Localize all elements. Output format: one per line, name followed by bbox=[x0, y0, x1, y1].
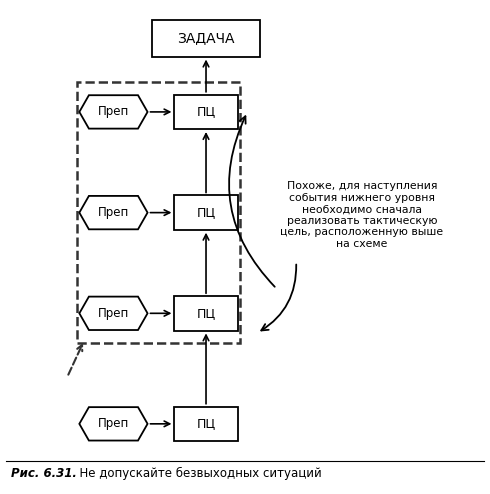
Text: ПЦ: ПЦ bbox=[196, 307, 216, 320]
Text: Не допускайте безвыходных ситуаций: Не допускайте безвыходных ситуаций bbox=[72, 467, 322, 480]
Text: ПЦ: ПЦ bbox=[196, 206, 216, 219]
Text: ЗАДАЧА: ЗАДАЧА bbox=[177, 31, 235, 45]
Polygon shape bbox=[79, 407, 147, 441]
Text: Рис. 6.31.: Рис. 6.31. bbox=[11, 467, 77, 480]
Text: Преп: Преп bbox=[98, 417, 129, 430]
FancyBboxPatch shape bbox=[174, 407, 238, 441]
Text: Похоже, для наступления
события нижнего уровня
необходимо сначала
реализовать та: Похоже, для наступления события нижнего … bbox=[280, 181, 443, 249]
FancyBboxPatch shape bbox=[174, 196, 238, 230]
Text: Преп: Преп bbox=[98, 206, 129, 219]
Polygon shape bbox=[79, 296, 147, 330]
FancyBboxPatch shape bbox=[174, 95, 238, 129]
FancyBboxPatch shape bbox=[152, 20, 260, 57]
Text: Преп: Преп bbox=[98, 105, 129, 119]
Polygon shape bbox=[79, 196, 147, 229]
Text: ПЦ: ПЦ bbox=[196, 417, 216, 430]
FancyBboxPatch shape bbox=[174, 296, 238, 330]
Text: Преп: Преп bbox=[98, 307, 129, 320]
Text: ПЦ: ПЦ bbox=[196, 105, 216, 119]
Polygon shape bbox=[79, 95, 147, 128]
